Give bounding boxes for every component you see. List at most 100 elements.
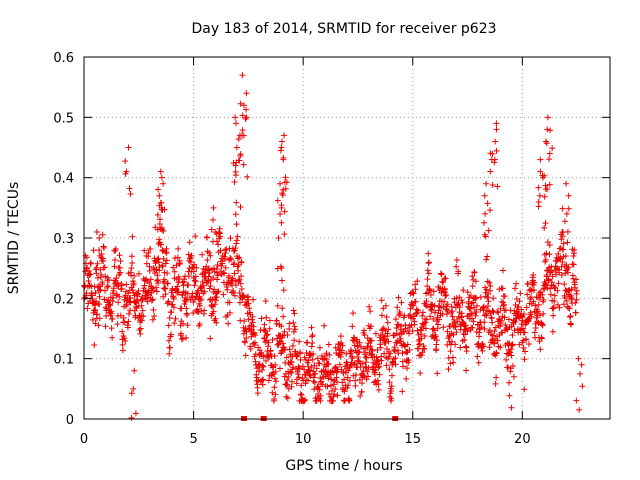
- data-point: [346, 377, 353, 384]
- data-point: [563, 298, 570, 305]
- data-point: [286, 320, 293, 327]
- data-point: [249, 316, 256, 323]
- data-point: [197, 295, 204, 302]
- data-point: [506, 379, 513, 386]
- data-point: [234, 255, 241, 262]
- data-point: [93, 270, 100, 277]
- x-tick-label: 15: [404, 432, 421, 447]
- data-point: [239, 72, 246, 79]
- data-point: [192, 233, 199, 240]
- data-point: [240, 161, 247, 168]
- data-point: [147, 276, 154, 283]
- data-point: [87, 271, 94, 278]
- data-point: [531, 329, 538, 336]
- data-point: [458, 314, 465, 321]
- data-point: [388, 372, 395, 379]
- data-point: [165, 322, 172, 329]
- data-point: [352, 382, 359, 389]
- data-point: [222, 264, 229, 271]
- data-point: [107, 302, 114, 309]
- data-point: [513, 280, 520, 287]
- data-point: [427, 313, 434, 320]
- data-point: [237, 204, 244, 211]
- data-point: [425, 260, 432, 267]
- data-point: [519, 314, 526, 321]
- data-point: [457, 344, 464, 351]
- data-point: [120, 314, 127, 321]
- data-point: [156, 221, 163, 228]
- data-point: [232, 162, 239, 169]
- data-point: [542, 138, 549, 145]
- data-point: [308, 343, 315, 350]
- data-point: [339, 347, 346, 354]
- data-point: [103, 305, 110, 312]
- data-point: [210, 308, 217, 315]
- data-point: [277, 210, 284, 217]
- data-point: [231, 270, 238, 277]
- data-point: [92, 306, 99, 313]
- data-point: [297, 391, 304, 398]
- data-point: [150, 306, 157, 313]
- data-point: [425, 270, 432, 277]
- data-point: [233, 240, 240, 247]
- data-point: [425, 250, 432, 257]
- data-point: [508, 346, 515, 353]
- data-point: [396, 312, 403, 319]
- data-point: [348, 353, 355, 360]
- data-point: [161, 269, 168, 276]
- data-point: [245, 300, 252, 307]
- data-point: [483, 256, 490, 263]
- data-point: [557, 255, 564, 262]
- data-point: [452, 341, 459, 348]
- data-point: [296, 365, 303, 372]
- data-point: [378, 297, 385, 304]
- data-point: [493, 350, 500, 357]
- data-point: [468, 315, 475, 322]
- data-point: [210, 204, 217, 211]
- data-point: [532, 325, 539, 332]
- data-point: [351, 360, 358, 367]
- data-point: [564, 269, 571, 276]
- data-point: [148, 297, 155, 304]
- data-point: [537, 168, 544, 175]
- data-point: [297, 356, 304, 363]
- data-point: [570, 253, 577, 260]
- data-point: [170, 264, 177, 271]
- data-point: [191, 277, 198, 284]
- data-point: [426, 287, 433, 294]
- data-point: [187, 259, 194, 266]
- data-point: [570, 261, 577, 268]
- data-point: [170, 304, 177, 311]
- data-point: [156, 236, 163, 243]
- data-point: [551, 298, 558, 305]
- data-point: [411, 318, 418, 325]
- data-point: [509, 341, 516, 348]
- data-point: [204, 234, 211, 241]
- y-tick-label: 0.3: [53, 232, 74, 247]
- data-point: [469, 324, 476, 331]
- data-point: [185, 281, 192, 288]
- data-point: [240, 293, 247, 300]
- data-point: [409, 289, 416, 296]
- data-point: [201, 307, 208, 314]
- data-point: [181, 276, 188, 283]
- data-point: [444, 328, 451, 335]
- data-point: [375, 386, 382, 393]
- data-point: [262, 357, 269, 364]
- data-point: [439, 279, 446, 286]
- data-point: [536, 294, 543, 301]
- data-point: [550, 304, 557, 311]
- data-point: [537, 156, 544, 163]
- data-point: [440, 324, 447, 331]
- data-point: [456, 294, 463, 301]
- data-point: [179, 292, 186, 299]
- data-point: [575, 355, 582, 362]
- data-point: [281, 132, 288, 139]
- data-point: [258, 349, 265, 356]
- data-point: [260, 353, 267, 360]
- data-point: [254, 390, 261, 397]
- data-point: [489, 181, 496, 188]
- data-point: [261, 321, 268, 328]
- data-point: [277, 147, 284, 154]
- data-point: [160, 180, 167, 187]
